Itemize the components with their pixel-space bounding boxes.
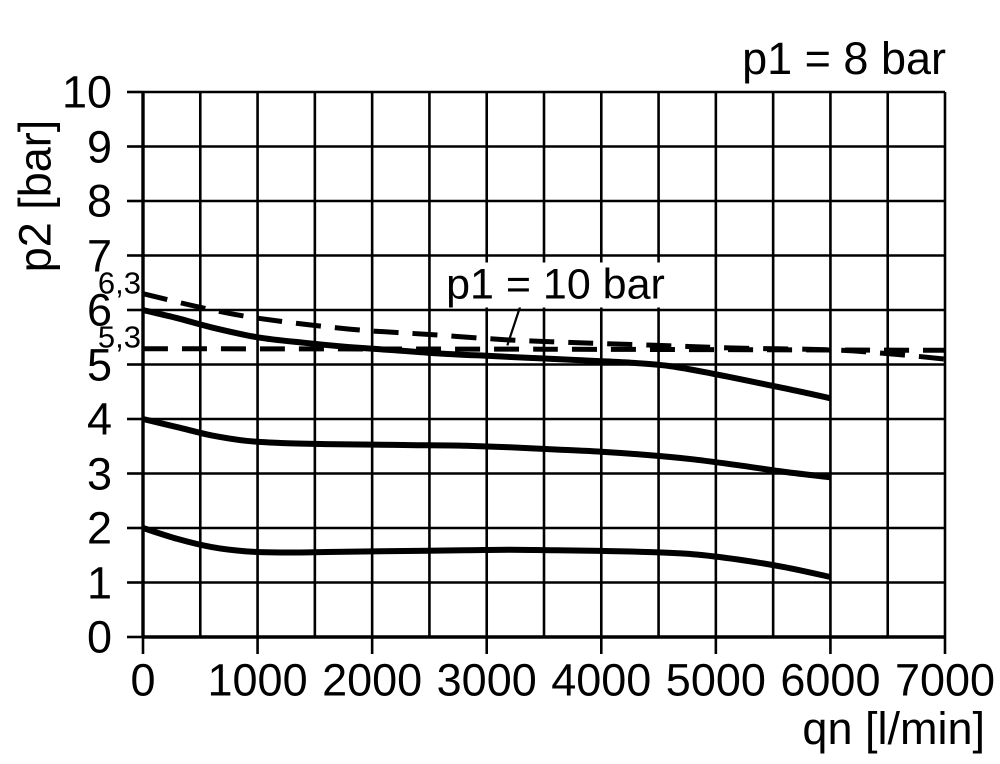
x-tick-label: 4000 xyxy=(551,654,652,706)
y-tick-label: 0 xyxy=(86,611,112,663)
curve-setting-2bar xyxy=(142,525,832,580)
chart-title: p1 = 8 bar xyxy=(742,33,946,84)
y-tick-label: 10 xyxy=(61,66,112,118)
x-tick-label: 2000 xyxy=(322,654,423,706)
y-tick-label: 7 xyxy=(86,230,112,281)
y-tick-label: 5 xyxy=(86,339,112,390)
y-tick-label: 3 xyxy=(86,448,112,499)
curve-p1-10bar-flat xyxy=(142,346,946,353)
curve-setting-6bar xyxy=(142,307,832,402)
y-axis-title: p2 [bar] xyxy=(9,119,61,273)
y-tick-label: 2 xyxy=(86,502,112,554)
extra-y-label: 5,3 xyxy=(97,319,141,355)
x-tick-label: 5000 xyxy=(665,654,766,706)
x-tick-label: 1000 xyxy=(207,654,308,706)
x-axis-title: qn [l/min] xyxy=(802,703,985,754)
curve-p1-10bar-upper xyxy=(142,291,946,362)
x-tick-label: 7000 xyxy=(894,654,996,706)
extra-y-label: 6,3 xyxy=(97,265,141,301)
annotation-p1-10bar: p1 = 10 bar xyxy=(439,262,672,308)
x-tick-label: 6000 xyxy=(780,654,881,706)
x-tick-label: 3000 xyxy=(436,654,537,706)
y-tick-label: 4 xyxy=(86,393,112,445)
curve-setting-4bar xyxy=(142,416,831,481)
y-tick-label: 1 xyxy=(86,557,112,608)
annotation-leader-line xyxy=(506,306,521,346)
x-tick-label: 0 xyxy=(130,654,156,706)
y-tick-label: 8 xyxy=(86,175,112,227)
y-tick-label: 6 xyxy=(86,284,112,336)
y-tick-label: 9 xyxy=(86,121,112,172)
